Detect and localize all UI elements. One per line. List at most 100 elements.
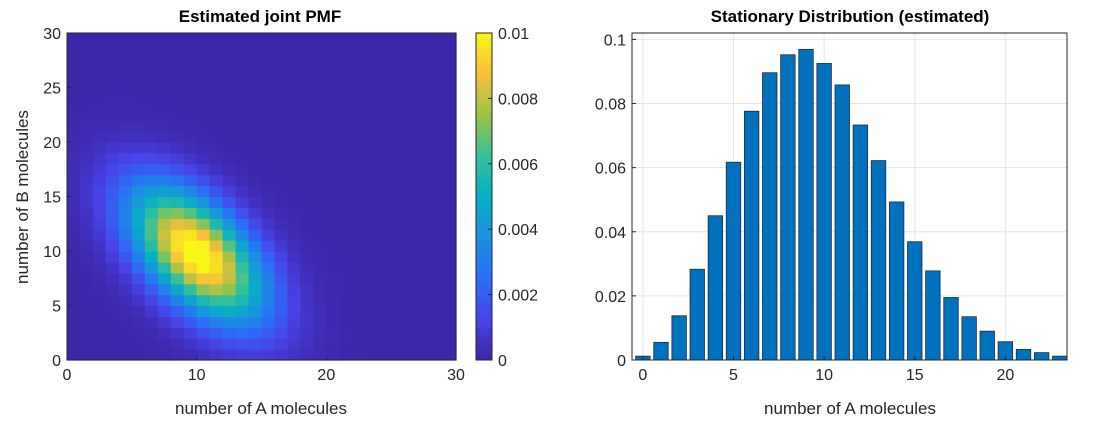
heatmap-cell <box>144 33 159 45</box>
heatmap-cell <box>196 251 211 263</box>
heatmap-cell <box>417 218 431 230</box>
heatmap-cell <box>287 349 301 361</box>
heatmap-cell <box>430 218 444 230</box>
colorbar-tick-label: 0.008 <box>498 91 538 108</box>
heatmap-cell <box>118 338 133 350</box>
heatmap-cell <box>287 54 301 67</box>
heatmap-cell <box>235 33 250 45</box>
heatmap-cell <box>196 327 211 339</box>
heatmap-cell <box>430 294 444 307</box>
heatmap-cell <box>391 131 405 143</box>
heatmap-cell <box>339 338 353 350</box>
heatmap-cell <box>274 196 289 208</box>
heatmap-cell <box>235 272 250 285</box>
heatmap-cell <box>209 185 224 198</box>
heatmap-cell <box>222 65 237 78</box>
heatmap-cell <box>404 218 418 230</box>
heatmap-cell <box>391 229 405 241</box>
heatmap-cell <box>67 251 81 263</box>
heatmap-cell <box>404 76 418 89</box>
heatmap-cell <box>79 33 94 45</box>
heatmap-cell <box>287 33 301 45</box>
heatmap-cell <box>378 43 392 56</box>
heatmap-cell <box>131 131 146 143</box>
heatmap-cell <box>157 283 172 296</box>
heatmap-cell <box>287 261 301 274</box>
heatmap-cell <box>235 240 250 252</box>
heatmap-cell <box>287 142 301 154</box>
heatmap-cell <box>170 120 185 132</box>
heatmap-cell <box>235 294 250 307</box>
heatmap-cell <box>287 218 301 230</box>
heatmap-cell <box>248 196 263 208</box>
heatmap-cell <box>326 316 340 328</box>
heatmap-cell <box>287 338 301 350</box>
heatmap-cell <box>67 131 81 143</box>
heatmap-cell <box>274 54 289 67</box>
heatmap-cell <box>339 305 353 317</box>
colorbar-tick-label: 0 <box>498 353 507 370</box>
heatmap-cell <box>417 294 431 307</box>
heatmap-cell <box>248 283 263 296</box>
heatmap-cell <box>287 305 301 317</box>
heatmap-cell <box>105 120 120 132</box>
heatmap-cell <box>313 327 327 339</box>
heatmap-cell <box>131 65 146 78</box>
heatmap-cell <box>391 338 405 350</box>
heatmap-cell <box>67 142 81 154</box>
heatmap-cell <box>326 294 340 307</box>
heatmap-cell <box>235 152 250 165</box>
heatmap-cell <box>365 54 379 67</box>
heatmap-cell <box>430 272 444 285</box>
heatmap-cell <box>378 163 392 176</box>
heatmap-cell <box>326 163 340 176</box>
heatmap-cell <box>300 207 314 219</box>
heatmap-cell <box>430 76 444 89</box>
heatmap-cell <box>326 229 340 241</box>
heatmap-cell <box>196 294 211 307</box>
heatmap-cell <box>183 338 198 350</box>
heatmap-cell <box>92 98 107 110</box>
heatmap-cell <box>118 349 133 361</box>
heatmap-cell <box>365 229 379 241</box>
heatmap-cell <box>183 349 198 361</box>
heatmap-cell <box>105 109 120 121</box>
heatmap-cell <box>274 349 289 361</box>
heatmap-cell <box>313 251 327 263</box>
heatmap-cell <box>365 185 379 198</box>
heatmap-cell <box>131 327 146 339</box>
heatmap-cell <box>157 272 172 285</box>
bar-series <box>635 48 1068 361</box>
heatmap-cell <box>67 196 81 208</box>
heatmap-cell <box>222 163 237 176</box>
heatmap-cell <box>326 109 340 121</box>
heatmap-cell <box>391 261 405 274</box>
heatmap-cell <box>79 87 94 99</box>
heatmap-cell <box>326 261 340 274</box>
heatmap-cell <box>417 240 431 252</box>
heatmap-cell <box>443 120 457 132</box>
heatmap-cell <box>235 43 250 56</box>
heatmap-cell <box>417 131 431 143</box>
heatmap-cell <box>92 142 107 154</box>
heatmap-cell <box>144 43 159 56</box>
heatmap-cell <box>92 207 107 219</box>
heatmap-cell <box>209 283 224 296</box>
heatmap-cell <box>92 229 107 241</box>
heatmap-cell <box>443 294 457 307</box>
heatmap-cell <box>261 272 276 285</box>
heatmap-cell <box>404 207 418 219</box>
heatmap-cell <box>79 174 94 187</box>
heatmap-cell <box>430 98 444 110</box>
heatmap-cell <box>430 305 444 317</box>
heatmap-cell <box>300 283 314 296</box>
heatmap-cell <box>222 142 237 154</box>
heatmap-cell <box>157 87 172 99</box>
heatmap-cell <box>170 327 185 339</box>
heatmap-cell <box>118 185 133 198</box>
heatmap-cell <box>131 120 146 132</box>
bar <box>943 297 959 361</box>
heatmap-cell <box>300 338 314 350</box>
heatmap-y-label: number of B molecules <box>13 110 32 284</box>
heatmap-cell <box>339 185 353 198</box>
